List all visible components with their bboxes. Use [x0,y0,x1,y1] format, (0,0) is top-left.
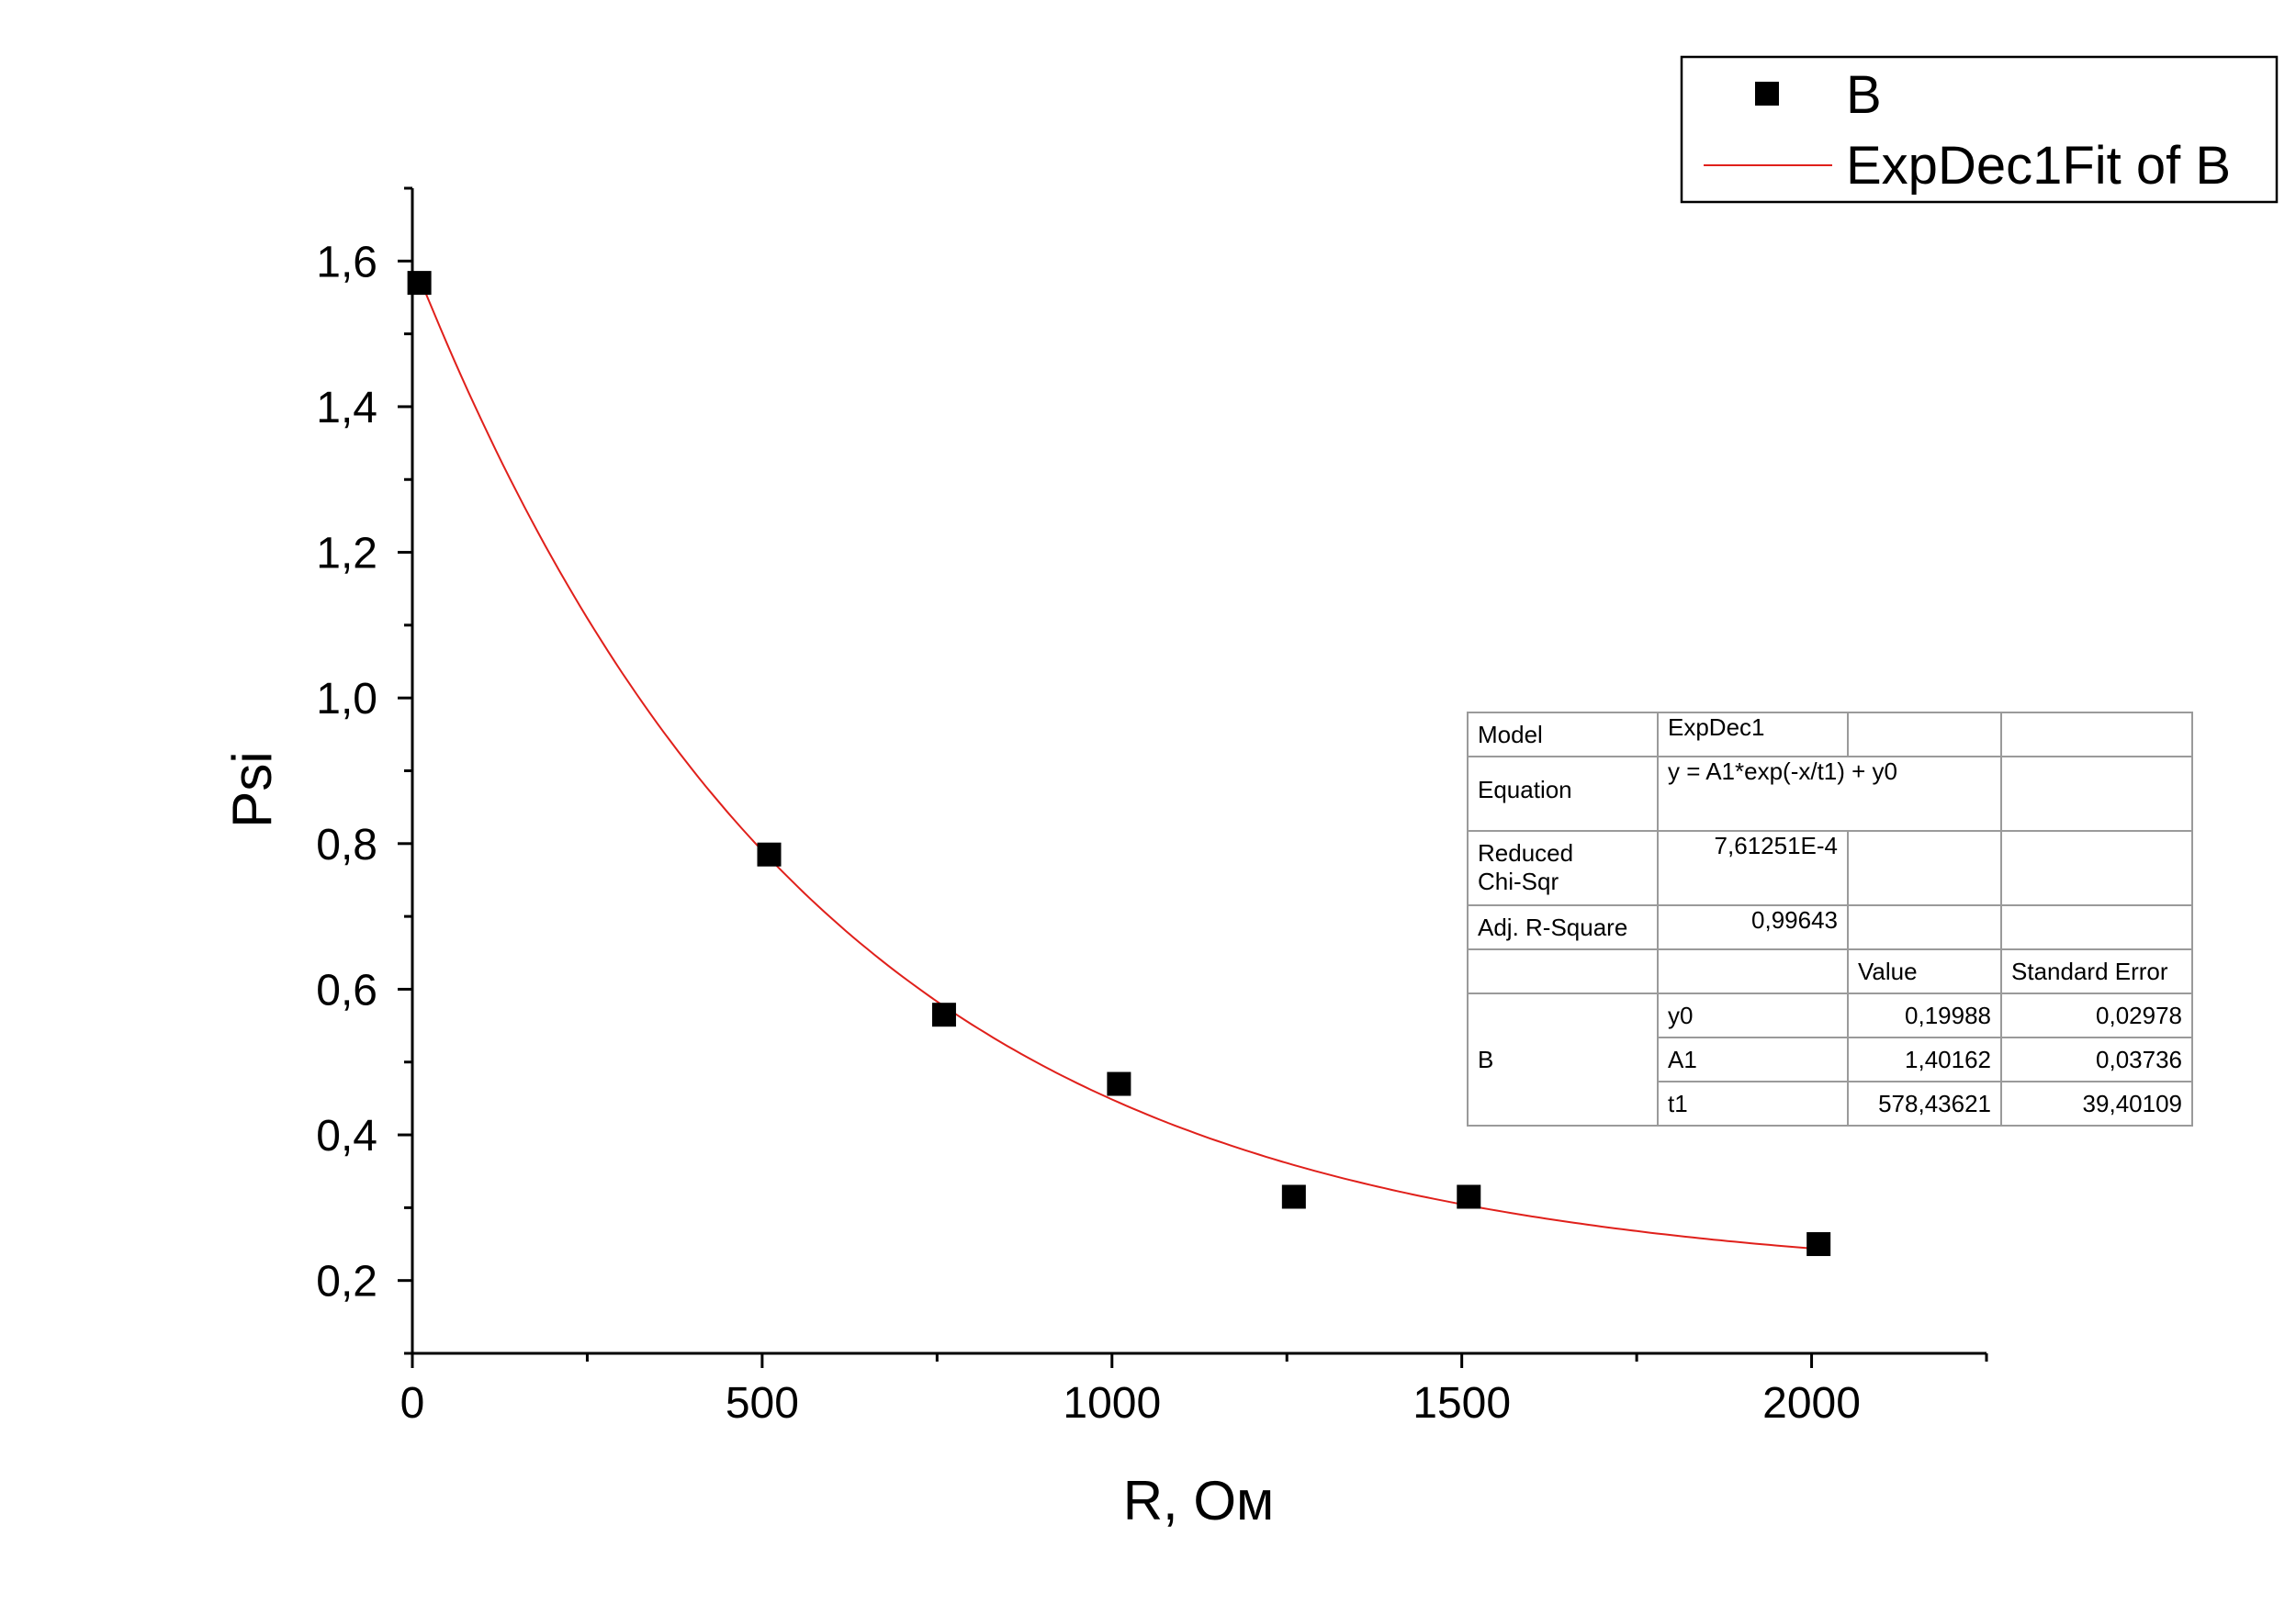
table-row: Equation y = A1*exp(-x/t1) + y0 [1467,756,2193,832]
equation-value: y = A1*exp(-x/t1) + y0 [1657,756,2002,832]
legend-label-b: B [1846,65,1882,125]
table-row: B y0 0,19988 0,02978 [1467,993,2193,1127]
table-row: Value Standard Error [1467,948,2193,994]
x-tick-label: 1000 [1063,1379,1161,1428]
data-point [1281,1184,1306,1209]
x-tick-label: 1500 [1412,1379,1511,1428]
data-point [1806,1232,1831,1257]
error-header: Standard Error [2000,948,2193,994]
y-tick-label: 0,2 [316,1258,377,1307]
param-name: A1 [1657,1037,1849,1082]
chi-value: 7,61251E-4 [1657,830,1849,906]
y-tick-label: 0,8 [316,821,377,869]
fit-line [418,276,1819,1251]
model-label: Model [1467,712,1659,757]
data-point [757,842,782,867]
fit-results-table: Model ExpDec1 Equation y = A1*exp(-x/t1)… [1467,712,2193,1127]
table-row: Model ExpDec1 [1467,712,2193,757]
group-label: B [1467,993,1659,1127]
table-row: t1 578,43621 39,40109 [1468,1081,2193,1127]
chi-label: Reduced Chi-Sqr [1467,830,1659,906]
param-error: 0,03736 [2000,1037,2193,1082]
x-tick-label: 500 [726,1379,799,1428]
y-tick-label: 1,4 [316,384,377,432]
value-header: Value [1847,948,2002,994]
data-point [931,1003,956,1027]
table-row: A1 1,40162 0,03736 [1468,1037,2193,1082]
data-point [1457,1184,1481,1209]
param-error: 0,02978 [2000,993,2193,1038]
legend: B ExpDec1Fit of B [1680,55,2279,204]
r2-label: Adj. R-Square [1467,904,1659,950]
y-tick-label: 0,6 [316,966,377,1015]
tick-labels: 0 500 1000 1500 2000 0,2 0,4 0,6 0,8 1,0 1,2 1,4 1,6 [316,238,1861,1428]
y-tick-label: 0,4 [316,1112,377,1161]
x-axis-title: R, Ом [1123,1470,1275,1531]
y-tick-label: 1,6 [316,238,377,286]
data-point [1107,1071,1131,1096]
legend-marker-b [1755,82,1779,106]
data-markers [407,271,1831,1257]
param-name: y0 [1657,993,1849,1038]
equation-label: Equation [1467,756,1659,832]
fit-line-group [418,276,1819,1251]
param-value: 578,43621 [1847,1081,2002,1127]
legend-label-fit: ExpDec1Fit of B [1846,136,2231,196]
model-value: ExpDec1 [1657,712,1849,757]
legend-box [1680,55,2279,204]
y-tick-label: 1,2 [316,530,377,578]
param-name: t1 [1657,1081,1849,1127]
y-tick-label: 1,0 [316,675,377,723]
x-tick-label: 0 [400,1379,425,1428]
axes [398,186,1988,1368]
param-value: 1,40162 [1847,1037,2002,1082]
table-row: Adj. R-Square 0,99643 [1467,904,2193,950]
param-value: 0,19988 [1847,993,2002,1038]
chi-label-line-1: Reduced [1478,839,1574,867]
table-row: Reduced Chi-Sqr 7,61251E-4 [1467,830,2193,906]
r2-value: 0,99643 [1657,904,1849,950]
param-error: 39,40109 [2000,1081,2193,1127]
x-tick-label: 2000 [1762,1379,1861,1428]
chi-label-line-2: Chi-Sqr [1478,868,1559,895]
data-point [407,271,432,296]
y-axis-title: Psi [221,751,283,827]
